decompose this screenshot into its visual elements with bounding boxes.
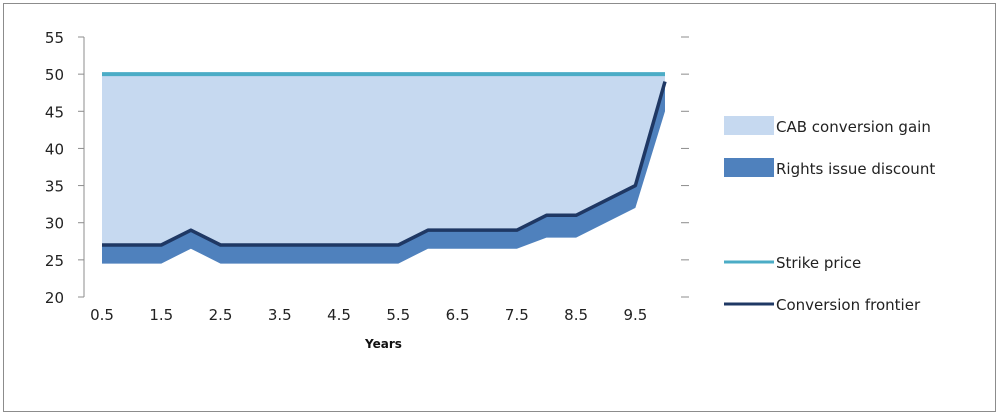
x-tick-label: 4.5 <box>327 306 351 324</box>
legend-label-conversion-frontier: Conversion frontier <box>776 296 921 314</box>
plot-area <box>102 72 667 264</box>
x-axis-title: Years <box>364 337 402 351</box>
legend-swatch-rights-issue-discount <box>724 158 774 177</box>
x-tick-label: 6.5 <box>446 306 470 324</box>
y-tick-label: 25 <box>45 252 64 270</box>
area-chart: 20 25 30 35 40 45 50 55 0.5 1.5 2.5 3.5 4.5 5.5 6.5 7.5… <box>45 29 935 351</box>
axes: 20 25 30 35 40 45 50 55 0.5 1.5 2.5 3.5 4.5 5.5 6.5 7.5… <box>45 29 689 324</box>
x-tick-label: 9.5 <box>623 306 647 324</box>
y-tick-label: 50 <box>45 66 64 84</box>
y-tick-label: 20 <box>45 289 64 307</box>
area-cab-conversion-gain <box>102 74 665 246</box>
y-tick-label: 55 <box>45 29 64 47</box>
legend-label-rights-issue-discount: Rights issue discount <box>776 160 935 178</box>
y-tick-label: 30 <box>45 215 64 233</box>
legend-swatch-cab-conversion-gain <box>724 116 774 135</box>
x-tick-label: 3.5 <box>268 306 292 324</box>
line-conversion-frontier <box>102 81 667 247</box>
legend-label-strike-price: Strike price <box>776 254 861 272</box>
y-tick-label: 40 <box>45 140 64 158</box>
legend: CAB conversion gain Rights issue discount… <box>724 116 935 314</box>
legend-label-cab-conversion-gain: CAB conversion gain <box>776 118 931 136</box>
x-tick-label: 2.5 <box>209 306 233 324</box>
chart-frame: 20 25 30 35 40 45 50 55 0.5 1.5 2.5 3.5 4.5 5.5 6.5 7.5… <box>3 3 996 412</box>
x-tick-label: 8.5 <box>564 306 588 324</box>
x-tick-label: 0.5 <box>90 306 114 324</box>
x-tick-label: 7.5 <box>505 306 529 324</box>
y-tick-label: 45 <box>45 103 64 121</box>
y-tick-label: 35 <box>45 178 64 196</box>
x-tick-label: 1.5 <box>149 306 173 324</box>
x-tick-label: 5.5 <box>386 306 410 324</box>
